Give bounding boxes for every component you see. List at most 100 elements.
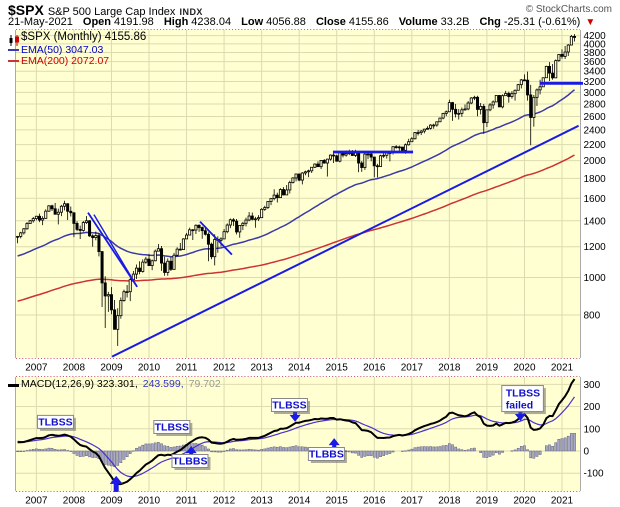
svg-text:2400: 2400 bbox=[584, 125, 607, 136]
svg-text:2010: 2010 bbox=[138, 496, 161, 507]
quote-summary: 21-May-2021 Open 4191.98 High 4238.04 Low 4… bbox=[8, 16, 595, 28]
svg-text:2021: 2021 bbox=[551, 496, 574, 507]
chg-down-triangle-icon[interactable]: ▼ bbox=[585, 17, 596, 28]
ticker-symbol: $SPX bbox=[8, 2, 44, 18]
svg-text:800: 800 bbox=[584, 311, 601, 322]
ticker-name: S&P 500 Large Cap Index bbox=[47, 6, 176, 18]
svg-text:1200: 1200 bbox=[584, 242, 607, 253]
macd-value: MACD(12,26,9) 323.301, bbox=[21, 378, 138, 390]
svg-text:2020: 2020 bbox=[513, 363, 536, 374]
low-value: 4056.88 bbox=[266, 16, 306, 28]
svg-text:2015: 2015 bbox=[326, 363, 349, 374]
svg-text:3200: 3200 bbox=[584, 77, 607, 88]
ema50-legend-swatch bbox=[8, 49, 19, 51]
svg-text:0: 0 bbox=[584, 447, 590, 458]
macd-annotation-tlbss: TLBSS bbox=[153, 420, 193, 436]
svg-text:2200: 2200 bbox=[584, 140, 607, 151]
trendline-annotation bbox=[199, 220, 233, 256]
svg-text:2017: 2017 bbox=[401, 363, 424, 374]
ticker-exchange: INDX bbox=[179, 7, 203, 17]
svg-text:3800: 3800 bbox=[584, 48, 607, 59]
candles-series bbox=[16, 34, 577, 346]
svg-text:2016: 2016 bbox=[363, 363, 386, 374]
high-value: 4238.04 bbox=[191, 16, 232, 28]
macd-annotation-tlbbs: TLBBS bbox=[171, 454, 211, 470]
trendline-annotation bbox=[111, 124, 580, 358]
svg-text:3000: 3000 bbox=[584, 88, 607, 99]
trendline-annotation bbox=[93, 214, 138, 288]
ema200-line bbox=[17, 154, 575, 302]
sell-signal-down-arrow bbox=[514, 409, 526, 421]
svg-text:TLBBS: TLBBS bbox=[172, 456, 207, 468]
svg-text:3600: 3600 bbox=[584, 57, 607, 68]
svg-text:1800: 1800 bbox=[584, 174, 607, 185]
x-axis-years-bottom: 2007 2008 2009 2010 2011 2012 2013 2014 2015 2016… bbox=[25, 496, 573, 507]
open-label: Open bbox=[82, 16, 112, 28]
svg-text:2009: 2009 bbox=[100, 363, 123, 374]
svg-text:TLBSS: TLBSS bbox=[272, 400, 306, 412]
macd-line bbox=[17, 378, 576, 486]
stockcharts-copyright: © StockCharts.com bbox=[525, 4, 612, 15]
svg-text:2014: 2014 bbox=[288, 363, 311, 374]
svg-text:2008: 2008 bbox=[63, 496, 86, 507]
svg-text:1000: 1000 bbox=[584, 273, 607, 284]
svg-text:1600: 1600 bbox=[584, 194, 607, 205]
svg-text:2021: 2021 bbox=[551, 363, 574, 374]
svg-text:2012: 2012 bbox=[213, 496, 236, 507]
svg-text:3400: 3400 bbox=[584, 67, 607, 78]
svg-text:1400: 1400 bbox=[584, 216, 607, 227]
chart-canvas: 8001000120014001600180020002200240026002… bbox=[15, 29, 607, 507]
svg-text:2010: 2010 bbox=[138, 363, 161, 374]
price-annotations bbox=[87, 81, 583, 358]
ema-lines bbox=[17, 89, 575, 302]
svg-text:200: 200 bbox=[584, 402, 601, 413]
svg-text:2019: 2019 bbox=[476, 496, 499, 507]
macd-legend-swatch bbox=[8, 384, 19, 387]
panel-borders bbox=[15, 29, 581, 492]
svg-text:2020: 2020 bbox=[513, 496, 536, 507]
chart-header: $SPX S&P 500 Large Cap Index INDX bbox=[8, 2, 203, 20]
macd-annotation-tlbbs: TLBBS bbox=[307, 447, 347, 463]
macd-histogram-value: 79.702 bbox=[188, 378, 221, 390]
macd-annotation-tlbss: TLBSS bbox=[270, 398, 310, 414]
svg-text:2016: 2016 bbox=[363, 496, 386, 507]
high-label: High bbox=[163, 16, 189, 28]
svg-text:2018: 2018 bbox=[438, 496, 461, 507]
svg-text:2014: 2014 bbox=[288, 496, 311, 507]
svg-text:2800: 2800 bbox=[584, 99, 607, 110]
svg-text:TLBBS: TLBBS bbox=[309, 449, 344, 461]
svg-text:2019: 2019 bbox=[476, 363, 499, 374]
macd-signal-line bbox=[17, 396, 575, 478]
svg-text:TLBSS: TLBSS bbox=[506, 388, 540, 400]
svg-text:2000: 2000 bbox=[584, 156, 607, 167]
svg-text:4000: 4000 bbox=[584, 39, 607, 50]
svg-text:2013: 2013 bbox=[251, 363, 274, 374]
candlestick-icon bbox=[8, 33, 21, 51]
buy-signal-up-arrow bbox=[185, 446, 197, 458]
volume-label: Volume bbox=[398, 16, 438, 28]
price-legend-label: $SPX (Monthly) 4155.86 bbox=[21, 31, 147, 43]
svg-text:TLBSS: TLBSS bbox=[155, 422, 189, 434]
svg-text:2011: 2011 bbox=[176, 363, 198, 374]
buy-signal-up-arrow bbox=[328, 438, 340, 450]
svg-text:2013: 2013 bbox=[251, 496, 274, 507]
svg-text:2011: 2011 bbox=[176, 496, 198, 507]
svg-text:2017: 2017 bbox=[401, 496, 424, 507]
volume-value: 33.2B bbox=[440, 16, 470, 28]
macd-lines bbox=[17, 378, 576, 486]
svg-text:2018: 2018 bbox=[438, 363, 461, 374]
x-axis-years-top: 2007 2008 2009 2010 2011 2012 2013 2014 2015 2016… bbox=[25, 363, 573, 374]
macd-y-axis: -100 0 100 200 300 bbox=[584, 380, 604, 480]
buy-signal-up-arrow bbox=[109, 475, 123, 492]
close-label: Close bbox=[315, 16, 346, 28]
svg-text:TLBSS: TLBSS bbox=[38, 416, 72, 428]
close-value: 4155.86 bbox=[348, 16, 389, 28]
macd-legend-label: MACD(12,26,9) 323.301, 243.599, 79.702 bbox=[21, 378, 226, 390]
quote-date: 21-May-2021 bbox=[8, 16, 73, 28]
ema50-line bbox=[17, 89, 575, 258]
chg-value: -25.31 (-0.61%) bbox=[503, 16, 581, 28]
svg-text:failed: failed bbox=[506, 400, 533, 412]
svg-text:100: 100 bbox=[584, 424, 601, 435]
